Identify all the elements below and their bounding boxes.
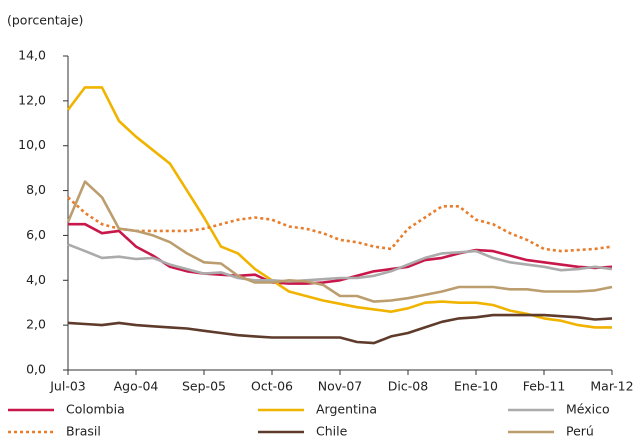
- y-axis-label: (porcentaje): [7, 13, 83, 28]
- y-tick-label: 2,0: [26, 317, 46, 332]
- series-line: [66, 180, 613, 303]
- series-line: [67, 196, 613, 253]
- legend-label: Brasil: [66, 424, 101, 439]
- legend-label: Chile: [316, 424, 348, 439]
- y-tick-label: 12,0: [18, 92, 46, 107]
- y-tick-label: 14,0: [18, 48, 46, 63]
- x-tick-label: Sep-05: [182, 379, 226, 394]
- series-line: [67, 313, 613, 345]
- y-tick-label: 8,0: [26, 182, 46, 197]
- x-tick-label: Mar-12: [590, 379, 633, 394]
- series-line: [66, 86, 612, 329]
- legend-label: Perú: [566, 424, 594, 439]
- x-tick-label: Ago-04: [114, 379, 159, 394]
- legend-label: Argentina: [316, 402, 377, 417]
- legend-label: México: [566, 402, 610, 417]
- x-tick-label: Ene-10: [454, 379, 498, 394]
- y-tick-label: 10,0: [18, 137, 46, 152]
- series-line: [67, 243, 613, 283]
- x-tick-label: Nov-07: [318, 379, 362, 394]
- x-tick-label: Feb-11: [523, 379, 566, 394]
- series-line: [68, 222, 613, 285]
- y-tick-label: 6,0: [26, 227, 46, 242]
- y-tick-label: 0,0: [26, 362, 46, 377]
- y-tick-label: 4,0: [26, 272, 46, 287]
- x-tick-label: Dic-08: [388, 379, 428, 394]
- x-tick-label: Jul-03: [49, 379, 86, 394]
- legend-label: Colombia: [66, 402, 125, 417]
- x-tick-label: Oct-06: [251, 379, 293, 394]
